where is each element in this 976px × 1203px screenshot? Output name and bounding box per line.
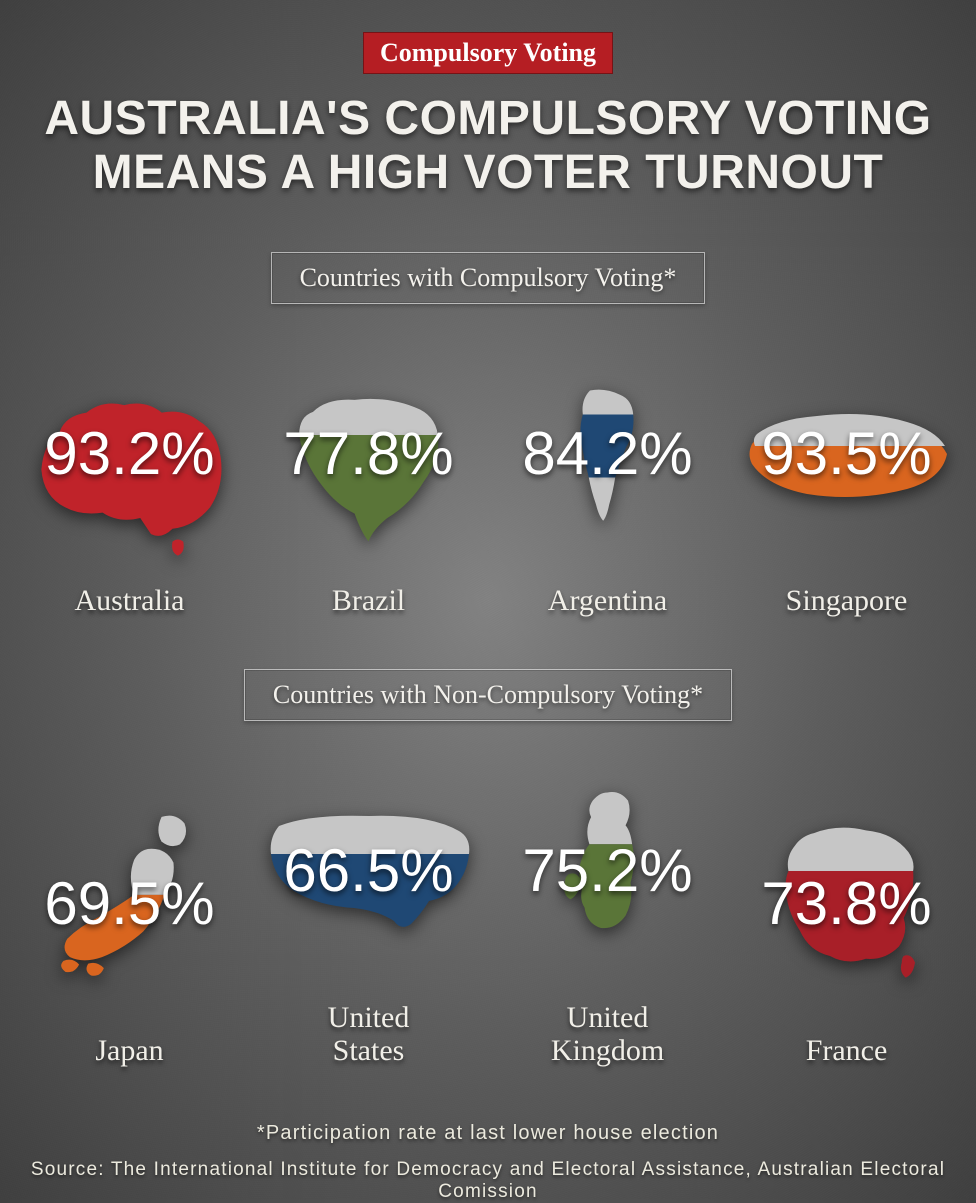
singapore-label: Singapore [786, 584, 908, 617]
australia-pct: 93.2% [44, 419, 214, 488]
headline-line-1: AUSTRALIA'S COMPULSORY VOTING [44, 92, 931, 145]
japan-pct: 69.5% [44, 869, 214, 938]
row-noncompulsory: 69.5% Japan 66.5% UnitedStates [0, 761, 976, 1067]
row-compulsory: 93.2% Australia 77.8% Brazil [0, 344, 976, 617]
australia-label: Australia [75, 584, 185, 617]
category-badge: Compulsory Voting [363, 32, 613, 74]
infographic-container: Compulsory Voting AUSTRALIA'S COMPULSORY… [0, 0, 976, 1199]
footnote: *Participation rate at last lower house … [257, 1122, 719, 1145]
france-pct: 73.8% [761, 869, 931, 938]
section-label-noncompulsory: Countries with Non-Compulsory Voting* [244, 669, 732, 721]
brazil-label: Brazil [332, 584, 405, 617]
japan-label: Japan [95, 1034, 163, 1067]
country-france: 73.8% France [732, 794, 961, 1067]
usa-pct: 66.5% [283, 836, 453, 905]
headline: AUSTRALIA'S COMPULSORY VOTING MEANS A HI… [44, 92, 931, 200]
country-argentina: 84.2% Argentina [493, 344, 722, 617]
country-singapore: 93.5% Singapore [732, 344, 961, 617]
source-line: Source: The International Institute for … [0, 1159, 976, 1203]
singapore-pct: 93.5% [761, 419, 931, 488]
country-australia: 93.2% Australia [15, 344, 244, 617]
headline-line-2: MEANS A HIGH VOTER TURNOUT [93, 146, 884, 199]
usa-label: UnitedStates [328, 1001, 410, 1067]
uk-label: UnitedKingdom [551, 1001, 664, 1067]
country-united-states: 66.5% UnitedStates [254, 761, 483, 1067]
country-japan: 69.5% Japan [15, 794, 244, 1067]
france-label: France [806, 1034, 888, 1067]
country-brazil: 77.8% Brazil [254, 344, 483, 617]
country-united-kingdom: 75.2% UnitedKingdom [493, 761, 722, 1067]
brazil-pct: 77.8% [283, 419, 453, 488]
argentina-pct: 84.2% [522, 419, 692, 488]
uk-pct: 75.2% [522, 836, 692, 905]
argentina-label: Argentina [548, 584, 667, 617]
section-label-compulsory: Countries with Compulsory Voting* [271, 252, 706, 304]
